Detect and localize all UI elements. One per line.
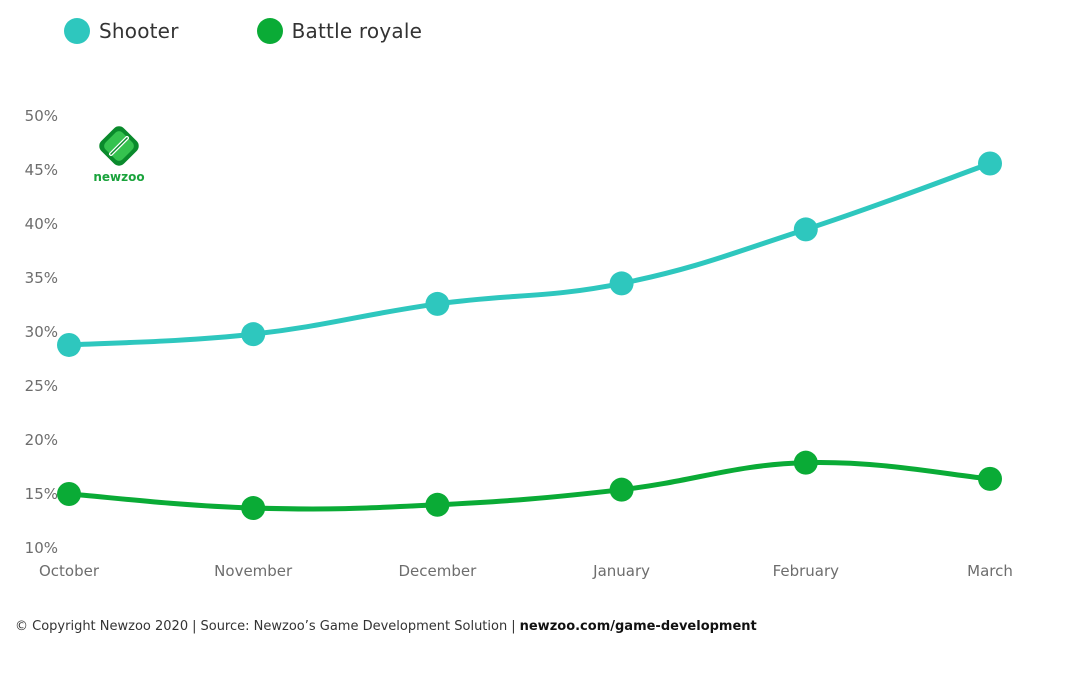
y-tick-label-20: 20%: [25, 431, 58, 449]
newzoo-logo-icon: [99, 126, 139, 166]
data-point-battle-royale-january[interactable]: [609, 477, 634, 502]
data-point-battle-royale-october[interactable]: [57, 482, 81, 506]
legend-label-shooter: Shooter: [99, 19, 179, 43]
y-tick-label-10: 10%: [25, 539, 58, 557]
footer-copyright: © Copyright Newzoo 2020: [15, 619, 189, 634]
data-point-battle-royale-december[interactable]: [425, 492, 450, 517]
data-point-shooter-march[interactable]: [978, 151, 1002, 176]
x-tick-label-december: December: [399, 562, 478, 580]
y-tick-label-40: 40%: [25, 215, 58, 233]
y-tick-label-15: 15%: [25, 485, 58, 503]
x-tick-label-march: March: [967, 562, 1013, 580]
data-point-shooter-november[interactable]: [241, 322, 266, 347]
data-point-battle-royale-february[interactable]: [793, 450, 818, 475]
y-tick-label-30: 30%: [25, 323, 58, 341]
legend-item-battle-royale[interactable]: Battle royale: [256, 18, 423, 44]
x-tick-label-october: October: [39, 562, 100, 580]
data-point-battle-royale-november[interactable]: [241, 496, 266, 521]
x-tick-label-november: November: [214, 562, 293, 580]
footer-separator-1: |: [192, 619, 197, 634]
newzoo-logo: newzoo: [92, 124, 146, 184]
series-line-battle-royale: [66, 459, 993, 512]
footer-source: Source: Newzoo’s Game Development Soluti…: [200, 619, 508, 634]
legend-marker-shooter: [64, 18, 90, 44]
data-point-shooter-december[interactable]: [425, 291, 450, 316]
x-tick-label-january: January: [592, 562, 650, 580]
footer: © Copyright Newzoo 2020 | Source: Newzoo’s…: [15, 619, 757, 634]
data-point-shooter-october[interactable]: [57, 332, 81, 357]
footer-separator-2: |: [511, 619, 516, 634]
legend-item-shooter[interactable]: Shooter: [64, 18, 179, 44]
y-tick-label-50: 50%: [25, 107, 58, 125]
y-tick-label-35: 35%: [25, 269, 58, 287]
logo-text: newzoo: [93, 170, 145, 184]
chart-legend: Shooter Battle royale: [64, 16, 500, 46]
x-tick-label-february: February: [773, 562, 840, 580]
series-line-shooter: [66, 161, 993, 348]
y-tick-label-45: 45%: [25, 161, 58, 179]
data-point-shooter-january[interactable]: [609, 271, 634, 296]
footer-link[interactable]: newzoo.com/game-development: [519, 619, 757, 634]
data-point-battle-royale-march[interactable]: [978, 466, 1002, 491]
data-point-shooter-february[interactable]: [793, 217, 818, 242]
legend-marker-battle-royale: [256, 18, 283, 44]
legend-label-battle-royale: Battle royale: [291, 19, 423, 43]
y-tick-label-25: 25%: [25, 377, 58, 395]
